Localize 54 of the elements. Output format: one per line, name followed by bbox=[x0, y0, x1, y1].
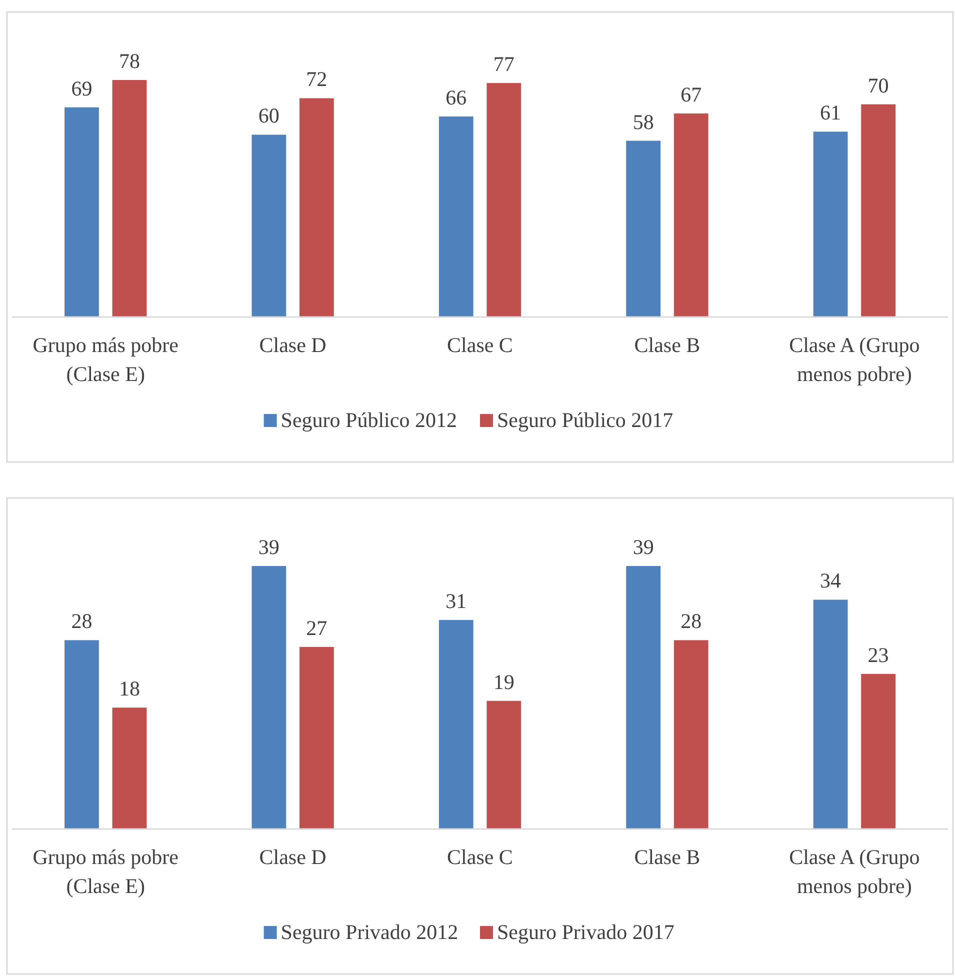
data-label: 39 bbox=[258, 535, 280, 559]
bar bbox=[112, 708, 147, 829]
data-label: 31 bbox=[446, 588, 467, 613]
data-label: 77 bbox=[493, 52, 514, 76]
data-label: 39 bbox=[632, 535, 654, 559]
data-label: 61 bbox=[820, 100, 842, 125]
bar bbox=[674, 113, 708, 317]
data-label: 58 bbox=[632, 110, 654, 134]
data-label: 66 bbox=[446, 85, 467, 110]
x-tick-label: Clase C bbox=[447, 333, 513, 357]
bar bbox=[112, 80, 147, 317]
bar bbox=[438, 620, 474, 829]
data-label: 72 bbox=[306, 67, 328, 92]
x-tick-label: Clase A (Grupo menos pobre) bbox=[789, 845, 920, 898]
data-label: 28 bbox=[680, 609, 702, 634]
bar bbox=[626, 140, 661, 317]
x-tick-label: Clase D bbox=[259, 333, 326, 357]
legend-label: Seguro Privado 2017 bbox=[497, 920, 674, 944]
bar bbox=[861, 674, 896, 829]
data-label: 18 bbox=[118, 676, 140, 701]
data-label: 70 bbox=[868, 73, 889, 98]
x-tick-label: Clase B bbox=[634, 845, 700, 869]
x-tick-label: Grupo más pobre (Clase E) bbox=[32, 845, 179, 898]
bar bbox=[252, 134, 286, 317]
data-label: 67 bbox=[680, 82, 702, 106]
bar bbox=[813, 600, 848, 829]
bar bbox=[861, 104, 896, 317]
x-tick-label: Clase C bbox=[447, 845, 513, 869]
bar bbox=[486, 83, 522, 317]
data-label: 23 bbox=[868, 642, 889, 667]
data-label: 27 bbox=[306, 616, 328, 640]
legend-label: Seguro Público 2012 bbox=[280, 408, 457, 432]
x-tick-label: Clase D bbox=[259, 845, 326, 869]
bar bbox=[486, 700, 522, 829]
bar bbox=[64, 640, 99, 829]
bar bbox=[299, 98, 334, 317]
bar bbox=[813, 132, 848, 317]
data-label: 19 bbox=[493, 670, 514, 694]
bar bbox=[626, 566, 661, 829]
x-tick-label: Grupo más pobre (Clase E) bbox=[32, 333, 179, 386]
bar bbox=[252, 566, 286, 829]
bar bbox=[438, 116, 474, 317]
x-tick-label: Clase A (Grupo menos pobre) bbox=[789, 333, 920, 386]
legend-label: Seguro Público 2017 bbox=[497, 408, 674, 432]
data-label: 78 bbox=[118, 49, 140, 73]
data-label: 60 bbox=[258, 104, 280, 128]
x-tick-label: Clase B bbox=[634, 333, 700, 357]
data-label: 28 bbox=[71, 609, 92, 634]
bar bbox=[299, 646, 334, 829]
bar bbox=[64, 107, 99, 317]
bar bbox=[674, 640, 708, 829]
data-label: 34 bbox=[820, 568, 842, 593]
data-label: 69 bbox=[71, 76, 92, 100]
legend-label: Seguro Privado 2012 bbox=[280, 920, 458, 944]
